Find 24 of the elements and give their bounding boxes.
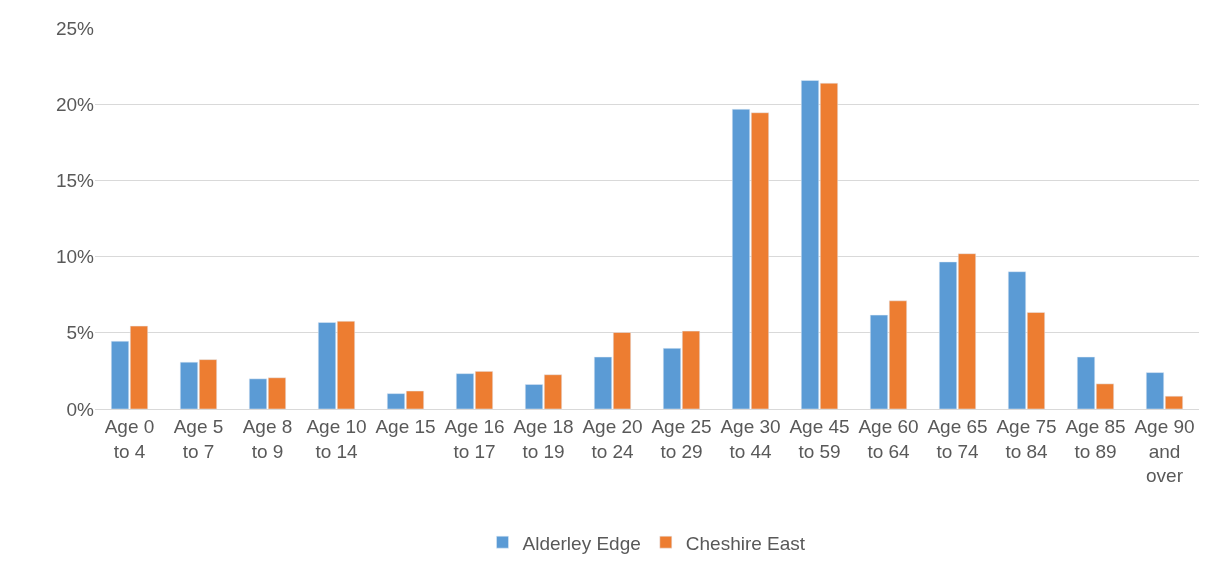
x-tick-label: Age 30 to 44 xyxy=(720,415,781,462)
y-tick-label: 5% xyxy=(66,322,95,344)
legend-label: Cheshire East xyxy=(685,532,806,554)
x-tick-label: Age 0 to 4 xyxy=(104,415,155,462)
x-tick-label: Age 8 to 9 xyxy=(242,415,293,462)
y-tick-label: 20% xyxy=(55,93,95,115)
x-tick-label: Age 60 to 64 xyxy=(858,415,919,462)
y-tick-label: 10% xyxy=(55,246,95,268)
y-tick-label: 0% xyxy=(66,398,95,420)
legend-label: Alderley Edge xyxy=(522,532,641,554)
x-tick-label: Age 90 and over xyxy=(1134,415,1195,487)
y-tick-label: 15% xyxy=(55,170,95,192)
x-tick-label: Age 18 to 19 xyxy=(513,415,574,462)
x-tick-label: Age 20 to 24 xyxy=(582,415,643,462)
x-tick-label: Age 45 to 59 xyxy=(789,415,850,462)
x-tick-label: Age 10 to 14 xyxy=(306,415,367,462)
x-tick-label: Age 85 to 89 xyxy=(1065,415,1126,462)
x-tick-label: Age 16 to 17 xyxy=(444,415,505,462)
x-tick-label: Age 15 xyxy=(375,415,436,437)
x-tick-label: Age 25 to 29 xyxy=(651,415,712,462)
x-tick-label: Age 75 to 84 xyxy=(996,415,1057,462)
x-tick-label: Age 65 to 74 xyxy=(927,415,988,462)
x-tick-label: Age 5 to 7 xyxy=(173,415,224,462)
y-tick-label: 25% xyxy=(55,17,95,39)
